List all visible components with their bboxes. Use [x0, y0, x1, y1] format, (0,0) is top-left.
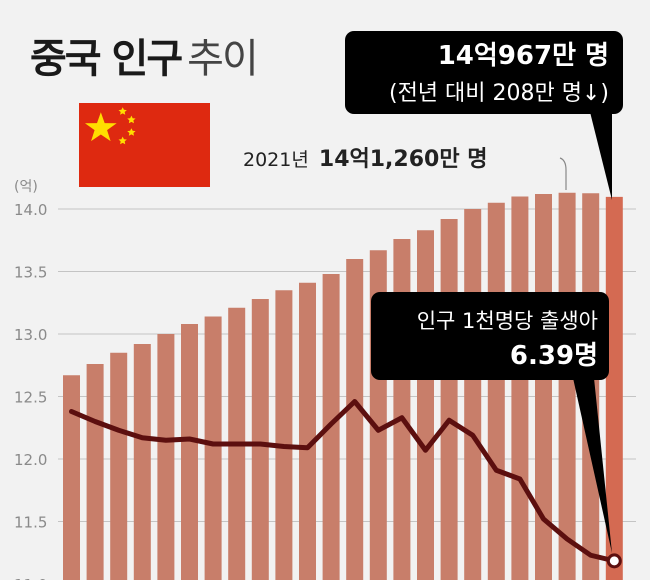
- svg-text:2021년 14억1,260만 명: 2021년 14억1,260만 명: [243, 147, 487, 172]
- total-population-value: 14억967만 명: [438, 41, 609, 71]
- population-bar: [558, 192, 576, 580]
- birth-rate-callout: 인구 1천명당 출생아 6.39명: [371, 292, 612, 553]
- population-bar: [63, 375, 80, 580]
- y-tick-label: 12.0: [14, 451, 47, 469]
- population-bar: [275, 290, 293, 580]
- population-bar: [251, 299, 269, 580]
- birth-rate-label: 인구 1천명당 출생아: [417, 309, 598, 333]
- population-bar: [464, 209, 482, 580]
- y-tick-label: 14.0: [14, 201, 47, 219]
- china-flag-icon: [79, 103, 210, 187]
- population-bar: [299, 282, 316, 580]
- population-bar: [157, 334, 175, 580]
- y-axis-unit: (억): [14, 179, 38, 195]
- population-bar: [535, 194, 552, 580]
- population-bar: [487, 202, 505, 580]
- chart-title: 중국 인구 추이: [30, 26, 259, 84]
- total-population-change: (전년 대비 208만 명↓): [389, 81, 609, 106]
- annotation-2021-year: 2021년: [243, 149, 309, 171]
- population-bar: [133, 344, 151, 580]
- annotation-2021-leader: [559, 157, 567, 190]
- population-bar: [346, 259, 364, 580]
- chart-title-bold: 중국 인구: [30, 36, 183, 82]
- population-bar: [511, 196, 529, 580]
- y-tick-label: 11.0: [14, 576, 47, 580]
- population-bar: [417, 230, 434, 580]
- population-bar: [86, 364, 104, 580]
- population-bar: [110, 352, 128, 580]
- annotation-2021-value: 14억1,260만 명: [319, 147, 488, 172]
- population-bar: [181, 324, 198, 580]
- birth-rate-last-point: [606, 553, 622, 569]
- population-bar: [605, 196, 623, 580]
- y-tick-label: 13.0: [14, 326, 47, 344]
- population-bar: [440, 219, 458, 580]
- y-axis-ticks: 11.0 11.5 12.0 12.5 13.0 13.5 14.0: [14, 201, 47, 580]
- birth-rate-series-line: [69, 399, 617, 564]
- birth-rate-line: [69, 399, 622, 569]
- birth-rate-value: 6.39명: [510, 341, 598, 371]
- chart-title-light: 추이: [187, 36, 259, 82]
- y-tick-label: 12.5: [14, 389, 47, 407]
- total-population-callout: 14억967만 명 (전년 대비 208만 명↓): [345, 31, 623, 200]
- y-tick-label: 13.5: [14, 264, 47, 282]
- population-bar: [393, 239, 411, 580]
- population-bar: [204, 316, 222, 580]
- y-tick-label: 11.5: [14, 514, 47, 532]
- annotation-2021: 2021년 14억1,260만 명: [243, 147, 567, 190]
